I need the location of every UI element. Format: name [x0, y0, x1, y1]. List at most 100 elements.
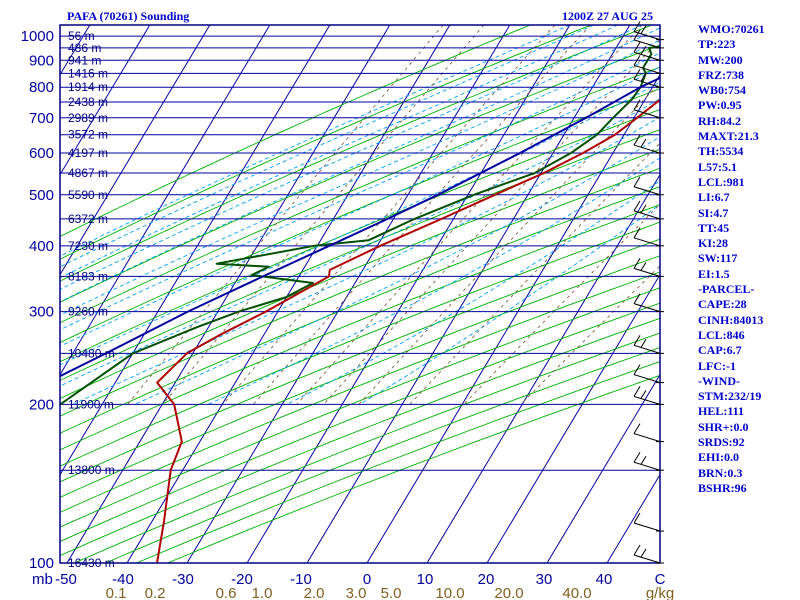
index-item: SHR+:0.0 — [698, 419, 749, 434]
wind-barb-feather — [633, 29, 641, 41]
isotherm — [366, 73, 660, 563]
pressure-tick-label: 300 — [29, 304, 54, 321]
wind-barb-column — [633, 21, 664, 564]
mixing-ratio-line — [520, 265, 660, 405]
pressure-tick-label: 600 — [29, 145, 54, 162]
mixing-ratio-line — [253, 25, 591, 405]
index-item: CAPE:28 — [698, 297, 747, 312]
temperature-tick-label: 0 — [363, 571, 371, 588]
pressure-tick-label: 1000 — [21, 28, 54, 45]
wind-barb-staff — [633, 554, 661, 564]
dry-adiabat — [60, 88, 660, 344]
index-item: TP:223 — [698, 37, 736, 52]
wind-barb — [633, 99, 664, 119]
index-item: LI:6.7 — [698, 190, 730, 205]
wind-barb — [633, 227, 664, 247]
index-item: STM:232/19 — [698, 389, 762, 404]
station-title: PAFA (70261) Sounding — [67, 9, 189, 23]
index-item: -PARCEL- — [698, 282, 755, 297]
index-item: MAXT:21.3 — [698, 129, 759, 144]
wind-barb — [633, 423, 664, 443]
height-label: 13800 m — [68, 463, 115, 477]
height-label: 56 m — [68, 29, 95, 43]
moist-adiabat — [60, 98, 660, 387]
index-item: KI:28 — [698, 236, 728, 251]
wind-barb-feather — [633, 176, 641, 188]
wind-barb-staff — [633, 395, 661, 405]
dry-adiabat — [60, 204, 660, 451]
pressure-tick-label: 900 — [29, 52, 54, 69]
index-item: LCL:981 — [698, 174, 745, 189]
index-item: FRZ:738 — [698, 67, 744, 82]
height-label: 486 m — [68, 41, 101, 55]
mixing-ratio-label: 1.0 — [252, 585, 273, 600]
pressure-tick-label: 200 — [29, 396, 54, 413]
index-item: L57:5.1 — [698, 159, 737, 174]
height-label: 1914 m — [68, 80, 108, 94]
pressure-tick-label: 400 — [29, 238, 54, 255]
wind-barb-staff — [633, 51, 661, 61]
dry-adiabat — [60, 255, 660, 498]
wind-barb — [633, 42, 664, 61]
wind-barb-feather — [640, 46, 647, 55]
wind-barb-feather — [633, 134, 641, 146]
temperature-tick-label: -40 — [112, 571, 134, 588]
index-item: WB0:754 — [698, 83, 746, 98]
grid-layer — [0, 25, 660, 563]
dry-adiabat — [74, 332, 660, 563]
isotherm — [0, 25, 30, 563]
isotherm — [546, 373, 660, 563]
index-item: MW:200 — [698, 52, 743, 67]
height-label: 1416 m — [68, 66, 108, 80]
temperature-tick-label: 40 — [596, 571, 613, 588]
isotherm — [60, 25, 271, 376]
wind-barb — [633, 335, 664, 354]
wind-barb — [633, 386, 664, 405]
wind-barb — [633, 29, 664, 49]
pressure-tick-label: 500 — [29, 187, 54, 204]
wind-barb-staff — [633, 374, 661, 384]
wind-barb-feather — [633, 200, 641, 212]
height-label: 9260 m — [68, 305, 108, 319]
pressure-tick-label: 100 — [29, 555, 54, 572]
trace-layer — [60, 45, 660, 563]
wind-barb-feather — [633, 227, 641, 239]
mixing-ratio-label: 40.0 — [562, 585, 591, 600]
mixing-ratio-label: 20.0 — [494, 585, 523, 600]
height-label: 3572 m — [68, 128, 108, 142]
wind-barb-staff — [633, 461, 661, 471]
isotherm — [186, 25, 511, 563]
moist-adiabat — [72, 116, 660, 405]
moist-adiabat — [60, 39, 660, 316]
wind-barb-feather — [633, 364, 641, 375]
wind-barb — [633, 451, 664, 471]
wind-barb-feather — [640, 262, 647, 271]
temperature-tick-label: -30 — [172, 571, 194, 588]
parcel-trace — [60, 76, 660, 378]
dry-adiabat — [60, 221, 660, 467]
isotherm — [60, 25, 151, 176]
height-label: 7230 m — [68, 239, 108, 253]
mixing-ratio-line — [463, 203, 660, 405]
index-item: EHI:0.0 — [698, 450, 740, 465]
sounding-indices-panel: WMO:70261 TP:223 MW:200 FRZ:738 WB0:754 PW:0.… — [698, 22, 798, 496]
wind-barb-feather — [640, 455, 647, 465]
wind-barb-staff — [633, 31, 661, 41]
moist-adiabat — [60, 27, 660, 303]
temperature-tick-label: -20 — [231, 571, 253, 588]
pressure-unit-label: mb — [32, 571, 53, 588]
wind-barb-feather — [633, 386, 641, 397]
dry-adiabat — [105, 347, 660, 563]
wind-barb — [633, 293, 664, 313]
dry-adiabat — [60, 287, 660, 528]
mixing-ratio-label: g/kg — [646, 585, 674, 600]
index-item: PW:0.95 — [698, 98, 742, 113]
wind-barb-staff — [633, 303, 661, 313]
mixing-ratio-label: 10.0 — [435, 585, 464, 600]
mixing-ratio-line — [162, 25, 485, 405]
wind-barb-staff — [633, 78, 661, 88]
temperature-tick-label: 30 — [536, 571, 553, 588]
dry-adiabat — [60, 167, 660, 417]
wind-barb-feather — [633, 544, 641, 556]
temperature-trace — [156, 98, 660, 563]
